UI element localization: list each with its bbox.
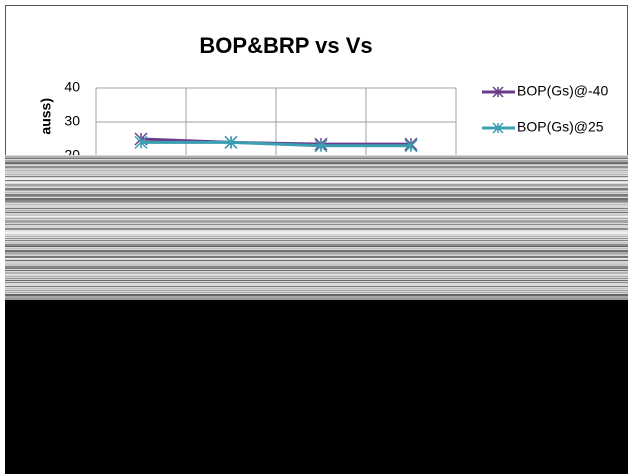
- noise-line: [5, 218, 628, 219]
- noise-line: [5, 246, 628, 247]
- noise-line: [5, 260, 628, 261]
- noise-line: [5, 280, 628, 281]
- y-axis-label: auss): [38, 98, 54, 135]
- noise-line: [5, 170, 628, 171]
- noise-line: [5, 266, 628, 268]
- noise-line: [5, 274, 628, 275]
- noise-line: [5, 236, 628, 237]
- noise-line: [5, 186, 628, 187]
- noise-line: [5, 168, 628, 169]
- noise-line: [5, 198, 628, 200]
- marker: [224, 135, 238, 149]
- noise-line: [5, 202, 628, 203]
- noise-line: [5, 230, 628, 232]
- noise-line: [5, 206, 628, 208]
- noise-line: [5, 292, 628, 293]
- noise-line: [5, 298, 628, 300]
- noise-line: [5, 166, 628, 168]
- noise-line: [5, 256, 628, 258]
- chart-title: BOP&BRP vs Vs: [199, 33, 372, 58]
- noise-line: [5, 176, 628, 177]
- noise-line: [5, 240, 628, 241]
- noise-line: [5, 220, 628, 222]
- noise-line: [5, 182, 628, 183]
- noise-line: [5, 284, 628, 285]
- noise-line: [5, 204, 628, 205]
- noise-line: [5, 262, 628, 264]
- noise-line: [5, 232, 628, 234]
- noise-line: [5, 162, 628, 164]
- noise-line: [5, 242, 628, 244]
- noise-line: [5, 272, 628, 274]
- noise-line: [5, 270, 628, 271]
- black-region: [5, 300, 628, 474]
- noise-line: [5, 180, 628, 181]
- noise-line: [5, 164, 628, 165]
- corrupted-region: [5, 155, 628, 474]
- noise-line: [5, 282, 628, 283]
- noise-line: [5, 226, 628, 227]
- legend-marker: [492, 86, 504, 98]
- marker: [314, 139, 328, 153]
- noise-line: [5, 192, 628, 193]
- noise-line: [5, 278, 628, 279]
- marker: [134, 135, 148, 149]
- noise-line: [5, 222, 628, 223]
- noise-line: [5, 214, 628, 216]
- y-tick-label: 40: [64, 79, 80, 95]
- noise-line: [5, 234, 628, 236]
- noise-line: [5, 286, 628, 287]
- noise-line: [5, 200, 628, 202]
- noise-line: [5, 172, 628, 173]
- noise-line: [5, 288, 628, 289]
- noise-line: [5, 264, 628, 266]
- y-tick-label: 30: [64, 113, 80, 129]
- noise-line: [5, 178, 628, 180]
- noise-line: [5, 238, 628, 239]
- noise-line: [5, 208, 628, 209]
- noise-line: [5, 276, 628, 277]
- legend-label: BOP(Gs)@25: [517, 119, 604, 135]
- legend-label: BOP(Gs)@-40: [517, 83, 608, 99]
- noise-line: [5, 216, 628, 217]
- noise-line: [5, 250, 628, 252]
- noise-line: [5, 248, 628, 249]
- noise-line: [5, 196, 628, 197]
- noise-line: [5, 254, 628, 255]
- noise-line: [5, 184, 628, 186]
- noise-line: [5, 244, 628, 246]
- legend-marker: [492, 122, 504, 134]
- noise-line: [5, 160, 628, 162]
- noise-line: [5, 258, 628, 259]
- noise-line: [5, 252, 628, 254]
- series-line: [141, 140, 411, 148]
- noise-line: [5, 296, 628, 298]
- noise-line: [5, 158, 628, 159]
- noise-line: [5, 194, 628, 196]
- noise-line: [5, 294, 628, 296]
- noise-line: [5, 224, 628, 225]
- noise-line: [5, 210, 628, 211]
- noise-line: [5, 188, 628, 190]
- noise-line: [5, 228, 628, 230]
- noise-line: [5, 156, 628, 158]
- noise-line: [5, 290, 628, 291]
- noise-line: [5, 174, 628, 175]
- noise-line: [5, 268, 628, 269]
- marker: [404, 139, 418, 153]
- noise-line: [5, 190, 628, 191]
- noise-line: [5, 212, 628, 213]
